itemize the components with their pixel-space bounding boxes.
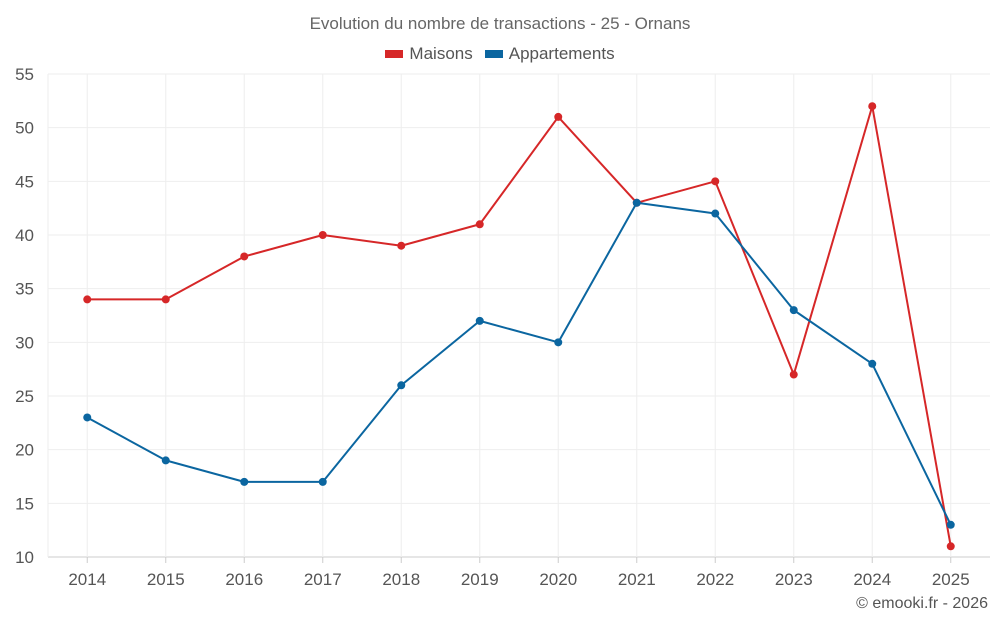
- data-point-maisons: [161, 295, 170, 304]
- x-tick-label: 2025: [932, 570, 970, 589]
- data-point-appartements: [789, 306, 798, 315]
- data-point-maisons: [946, 542, 955, 551]
- data-point-appartements: [632, 198, 641, 207]
- y-tick-label: 30: [15, 333, 34, 352]
- legend-item-appartements[interactable]: Appartements: [484, 44, 615, 64]
- x-tick-label: 2016: [225, 570, 263, 589]
- x-tick-label: 2021: [618, 570, 656, 589]
- data-point-maisons: [475, 220, 484, 229]
- y-tick-label: 20: [15, 441, 34, 460]
- data-point-appartements: [397, 381, 406, 390]
- data-point-maisons: [318, 231, 327, 239]
- x-tick-label: 2019: [461, 570, 499, 589]
- data-point-appartements: [240, 477, 249, 486]
- copyright-text: © emooki.fr - 2026: [856, 595, 988, 612]
- data-point-maisons: [83, 295, 92, 304]
- legend: Maisons Appartements: [0, 44, 1000, 64]
- y-tick-label: 45: [15, 172, 34, 191]
- legend-label-maisons: Maisons: [409, 44, 473, 63]
- chart-title: Evolution du nombre de transactions - 25…: [309, 14, 691, 33]
- data-point-maisons: [868, 102, 877, 111]
- y-tick-label: 40: [15, 226, 34, 245]
- x-tick-label: 2020: [539, 570, 577, 589]
- data-point-maisons: [397, 241, 406, 250]
- data-point-appartements: [475, 316, 484, 325]
- y-tick-label: 10: [15, 548, 34, 567]
- legend-item-maisons[interactable]: Maisons: [385, 44, 473, 64]
- data-point-appartements: [161, 456, 170, 465]
- x-tick-label: 2015: [147, 570, 185, 589]
- x-tick-label: 2023: [775, 570, 813, 589]
- y-tick-label: 55: [15, 65, 34, 84]
- data-point-appartements: [318, 477, 327, 486]
- data-point-maisons: [789, 370, 798, 379]
- x-tick-label: 2018: [382, 570, 420, 589]
- data-point-appartements: [868, 359, 877, 368]
- y-tick-label: 25: [15, 387, 34, 406]
- y-tick-label: 35: [15, 280, 34, 299]
- x-tick-label: 2017: [304, 570, 342, 589]
- data-point-appartements: [946, 520, 955, 529]
- series-line-maisons: [87, 105, 952, 547]
- y-tick-label: 50: [15, 119, 34, 138]
- data-point-maisons: [554, 112, 563, 121]
- data-point-appartements: [554, 338, 563, 347]
- x-tick-label: 2022: [696, 570, 734, 589]
- x-tick-label: 2014: [68, 570, 106, 589]
- data-point-appartements: [711, 209, 720, 218]
- data-point-appartements: [83, 413, 92, 422]
- data-point-maisons: [240, 252, 249, 261]
- legend-swatch-maisons: [385, 50, 404, 58]
- y-tick-label: 15: [15, 494, 34, 513]
- legend-label-appartements: Appartements: [508, 44, 615, 63]
- legend-swatch-appartements: [484, 50, 503, 58]
- data-point-maisons: [711, 177, 720, 186]
- series-line-appartements: [86, 201, 952, 526]
- x-tick-label: 2024: [853, 570, 891, 589]
